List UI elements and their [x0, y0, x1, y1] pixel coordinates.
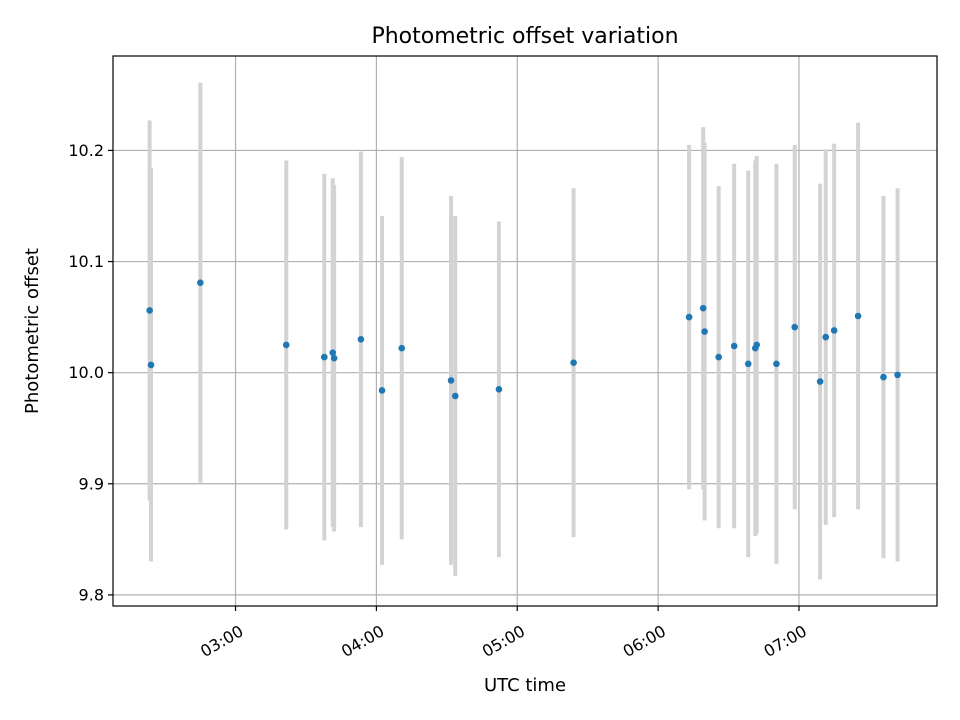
- x-axis-label: UTC time: [484, 675, 566, 696]
- data-point: [685, 313, 693, 321]
- data-point: [753, 341, 761, 349]
- data-point: [791, 323, 799, 331]
- data-point: [830, 327, 838, 334]
- data-point: [816, 378, 824, 385]
- y-tick-label: 9.9: [79, 474, 104, 493]
- data-points: [146, 279, 901, 400]
- data-point: [699, 304, 707, 312]
- data-point: [570, 359, 577, 366]
- data-point: [822, 333, 830, 341]
- y-axis-label: Photometric offset: [22, 248, 43, 414]
- y-tick-label: 10.1: [68, 252, 104, 271]
- y-tick-label: 10.0: [68, 363, 104, 382]
- data-point: [730, 342, 738, 350]
- y-tick-label: 9.8: [79, 585, 104, 604]
- data-point: [447, 377, 455, 384]
- data-point: [880, 373, 887, 381]
- data-point: [147, 361, 155, 369]
- y-tick-label: 10.2: [68, 141, 104, 160]
- y-axis-ticks: 9.8 9.9 10.0 10.1 10.2: [68, 141, 113, 604]
- data-point: [146, 307, 153, 314]
- data-point: [330, 354, 338, 362]
- data-point: [197, 279, 204, 286]
- data-point: [715, 353, 722, 361]
- data-point: [495, 386, 503, 393]
- data-point: [701, 328, 708, 335]
- data-point: [320, 353, 328, 361]
- data-point: [378, 387, 386, 394]
- chart-title: Photometric offset variation: [371, 24, 678, 49]
- plot-frame: [112, 55, 938, 607]
- data-point: [398, 344, 406, 352]
- data-point: [329, 349, 337, 356]
- data-point: [773, 360, 780, 368]
- data-point: [854, 312, 862, 320]
- data-point: [451, 392, 459, 400]
- grid-lines: [113, 56, 937, 606]
- data-point: [357, 336, 365, 343]
- data-point: [894, 371, 901, 379]
- data-point: [282, 341, 290, 349]
- data-point: [744, 360, 752, 368]
